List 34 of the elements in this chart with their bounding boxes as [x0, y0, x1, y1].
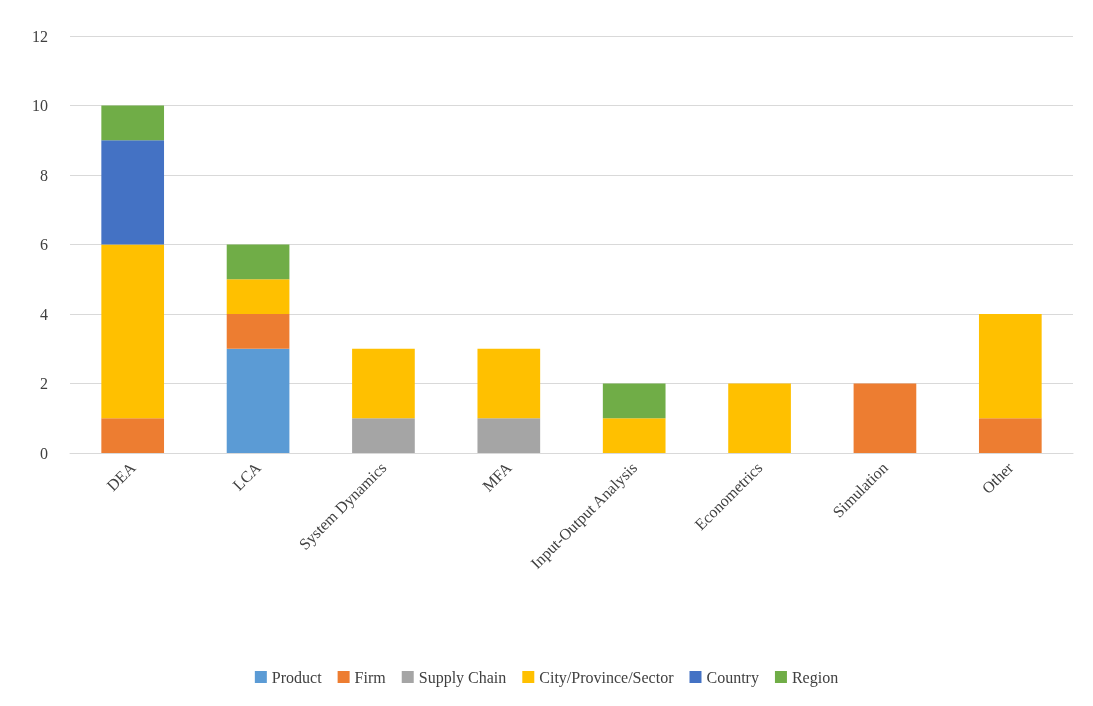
- legend-label: Firm: [354, 668, 387, 686]
- y-tick-label: 6: [40, 236, 48, 253]
- legend-label: Supply Chain: [418, 668, 507, 687]
- legend-label: Region: [791, 668, 839, 687]
- legend-label: Country: [706, 668, 759, 687]
- bar: [978, 418, 1042, 453]
- legend-label: City/Province/Sector: [539, 668, 675, 687]
- bar: [101, 244, 165, 419]
- bar: [602, 418, 666, 453]
- bar: [101, 140, 165, 245]
- y-tick-label: 0: [40, 444, 48, 462]
- legend-label: Product: [271, 668, 323, 686]
- y-tick-label: 4: [40, 305, 48, 323]
- bar: [101, 105, 165, 141]
- bar: [477, 348, 541, 419]
- y-tick-label: 12: [32, 27, 48, 45]
- bar: [477, 418, 541, 453]
- y-tick-label: 2: [40, 375, 48, 392]
- bar: [226, 279, 290, 314]
- bar: [978, 314, 1042, 419]
- bar: [602, 383, 666, 419]
- bar: [226, 314, 290, 349]
- bar: [101, 418, 165, 453]
- x-tick-label: DEA: [103, 458, 140, 495]
- bar: [853, 383, 917, 453]
- y-tick-label: 8: [40, 166, 48, 184]
- x-tick-label: MFA: [479, 458, 516, 495]
- bar: [728, 383, 791, 453]
- y-tick-label: 10: [32, 97, 48, 114]
- bar: [352, 418, 415, 453]
- bar: [226, 348, 290, 453]
- bar: [352, 348, 415, 419]
- bar: [226, 244, 290, 280]
- x-tick-label: LCA: [229, 458, 265, 494]
